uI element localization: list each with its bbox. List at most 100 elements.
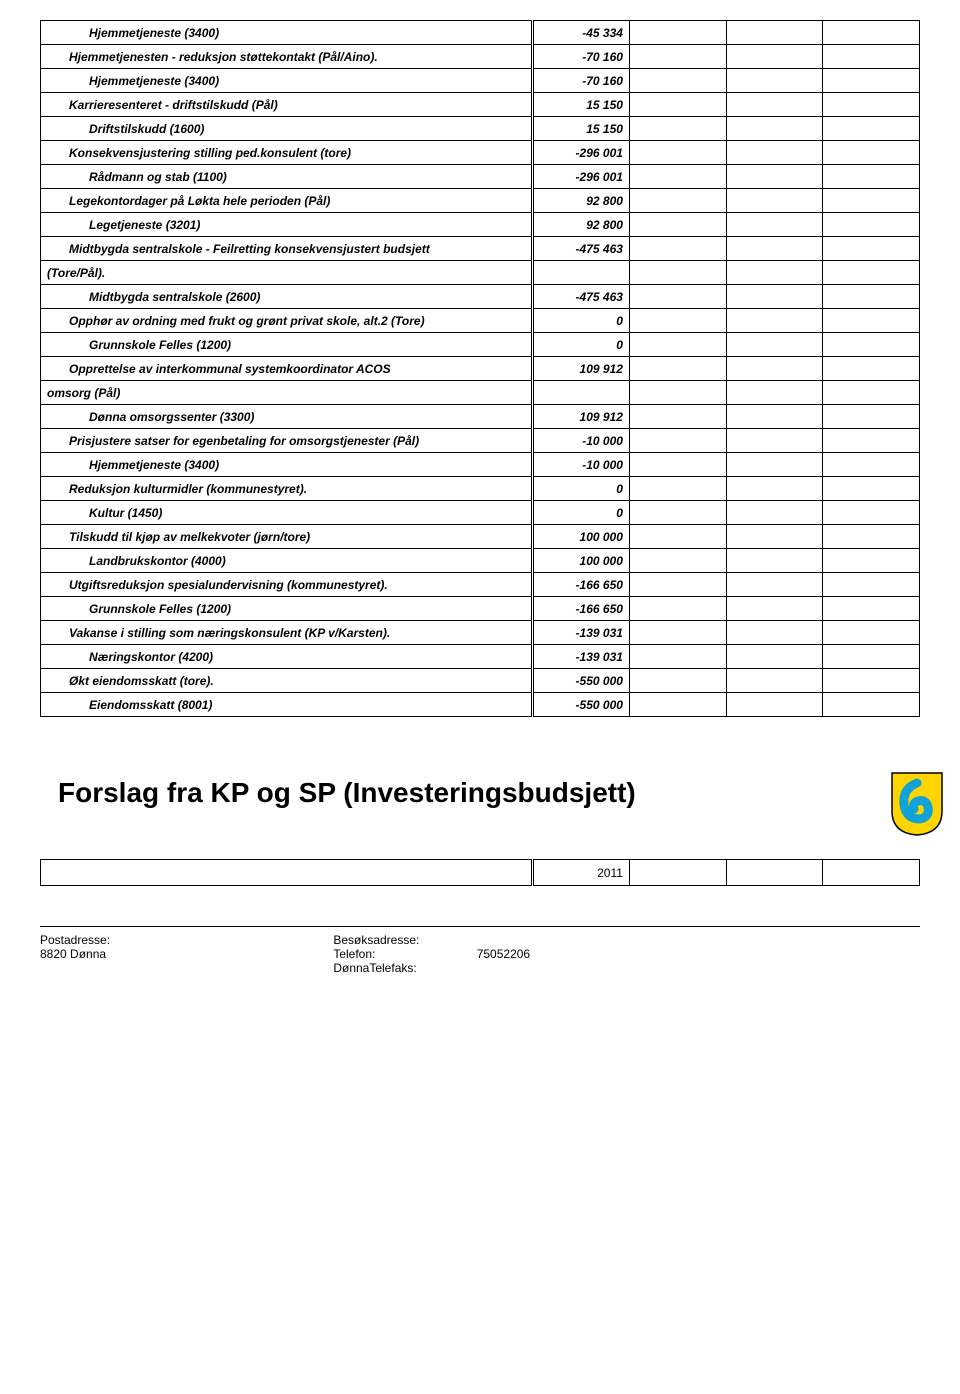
row-label: Landbrukskontor (4000) — [41, 549, 533, 573]
empty-cell — [726, 860, 823, 886]
empty-cell — [726, 117, 823, 141]
empty-cell — [726, 69, 823, 93]
footer-col-mid: Besøksadresse: Telefon: DønnaTelefaks: 7… — [333, 933, 626, 975]
page-footer: Postadresse: 8820 Dønna Besøksadresse: T… — [40, 933, 920, 975]
empty-cell — [823, 141, 920, 165]
empty-cell — [726, 309, 823, 333]
row-value: -475 463 — [533, 285, 630, 309]
table-row: Hjemmetjenesten - reduksjon støttekontak… — [41, 45, 920, 69]
footer-post-value: 8820 Dønna — [40, 947, 333, 961]
empty-cell — [726, 429, 823, 453]
table-row: Eiendomsskatt (8001)-550 000 — [41, 693, 920, 717]
row-value: 15 150 — [533, 117, 630, 141]
footer-post-label: Postadresse: — [40, 933, 333, 947]
row-value: -550 000 — [533, 693, 630, 717]
footer-col-left: Postadresse: 8820 Dønna — [40, 933, 333, 975]
empty-cell — [823, 860, 920, 886]
empty-cell — [823, 597, 920, 621]
empty-cell — [823, 213, 920, 237]
empty-cell — [726, 21, 823, 45]
budget-table: Hjemmetjeneste (3400)-45 334Hjemmetjenes… — [40, 20, 920, 717]
row-label: Konsekvensjustering stilling ped.konsule… — [41, 141, 533, 165]
row-value: -139 031 — [533, 621, 630, 645]
empty-cell — [823, 501, 920, 525]
empty-cell — [726, 165, 823, 189]
row-label: Tilskudd til kjøp av melkekvoter (jørn/t… — [41, 525, 533, 549]
table-row: Karrieresenteret - driftstilskudd (Pål)1… — [41, 93, 920, 117]
table-row: Legetjeneste (3201)92 800 — [41, 213, 920, 237]
table-row: omsorg (Pål) — [41, 381, 920, 405]
empty-cell — [629, 93, 726, 117]
empty-cell — [629, 573, 726, 597]
empty-cell — [726, 669, 823, 693]
empty-cell — [726, 453, 823, 477]
table-row: Konsekvensjustering stilling ped.konsule… — [41, 141, 920, 165]
empty-cell — [823, 453, 920, 477]
year-table: 2011 — [40, 859, 920, 886]
heading-section: Forslag fra KP og SP (Investeringsbudsje… — [40, 777, 920, 809]
row-value — [533, 261, 630, 285]
row-label: Kultur (1450) — [41, 501, 533, 525]
empty-cell — [726, 357, 823, 381]
table-row: Hjemmetjeneste (3400)-45 334 — [41, 21, 920, 45]
empty-cell — [823, 117, 920, 141]
empty-cell — [726, 93, 823, 117]
empty-cell — [726, 189, 823, 213]
footer-phone-value: 75052206 — [477, 947, 530, 961]
table-row: Midtbygda sentralskole - Feilretting kon… — [41, 237, 920, 261]
empty-cell — [726, 285, 823, 309]
empty-cell — [726, 573, 823, 597]
empty-cell — [823, 669, 920, 693]
empty-cell — [726, 213, 823, 237]
row-value: -70 160 — [533, 45, 630, 69]
empty-cell — [629, 405, 726, 429]
empty-cell — [823, 45, 920, 69]
empty-cell — [629, 333, 726, 357]
empty-cell — [629, 261, 726, 285]
row-value: 109 912 — [533, 357, 630, 381]
row-label: Opprettelse av interkommunal systemkoord… — [41, 357, 533, 381]
row-value: -166 650 — [533, 573, 630, 597]
row-label: (Tore/Pål). — [41, 261, 533, 285]
row-value: 109 912 — [533, 405, 630, 429]
row-label: Midtbygda sentralskole (2600) — [41, 285, 533, 309]
row-value: -166 650 — [533, 597, 630, 621]
empty-cell — [823, 165, 920, 189]
table-row: Landbrukskontor (4000)100 000 — [41, 549, 920, 573]
empty-cell — [823, 525, 920, 549]
row-value: -475 463 — [533, 237, 630, 261]
row-label: Hjemmetjeneste (3400) — [41, 453, 533, 477]
row-value: -70 160 — [533, 69, 630, 93]
table-row: Legekontordager på Løkta hele perioden (… — [41, 189, 920, 213]
empty-cell — [629, 645, 726, 669]
row-label: Karrieresenteret - driftstilskudd (Pål) — [41, 93, 533, 117]
row-value: -296 001 — [533, 141, 630, 165]
empty-cell — [726, 645, 823, 669]
empty-cell — [629, 381, 726, 405]
empty-cell — [823, 261, 920, 285]
empty-cell — [629, 525, 726, 549]
empty-cell — [726, 261, 823, 285]
empty-cell — [629, 549, 726, 573]
section-heading: Forslag fra KP og SP (Investeringsbudsje… — [58, 777, 920, 809]
empty-cell — [726, 525, 823, 549]
empty-cell — [629, 453, 726, 477]
row-value: 92 800 — [533, 189, 630, 213]
table-row: Utgiftsreduksjon spesialundervisning (ko… — [41, 573, 920, 597]
row-label: Legekontordager på Løkta hele perioden (… — [41, 189, 533, 213]
empty-cell — [629, 285, 726, 309]
empty-cell — [726, 549, 823, 573]
empty-cell — [629, 309, 726, 333]
row-label: Midtbygda sentralskole - Feilretting kon… — [41, 237, 533, 261]
table-row: Opphør av ordning med frukt og grønt pri… — [41, 309, 920, 333]
table-row: Reduksjon kulturmidler (kommunestyret).0 — [41, 477, 920, 501]
row-label: Hjemmetjeneste (3400) — [41, 69, 533, 93]
empty-cell — [629, 69, 726, 93]
year-row: 2011 — [41, 860, 920, 886]
empty-cell — [629, 141, 726, 165]
year-value-cell: 2011 — [533, 860, 630, 886]
empty-cell — [823, 549, 920, 573]
empty-cell — [726, 621, 823, 645]
table-row: Grunnskole Felles (1200)0 — [41, 333, 920, 357]
row-value: -10 000 — [533, 453, 630, 477]
